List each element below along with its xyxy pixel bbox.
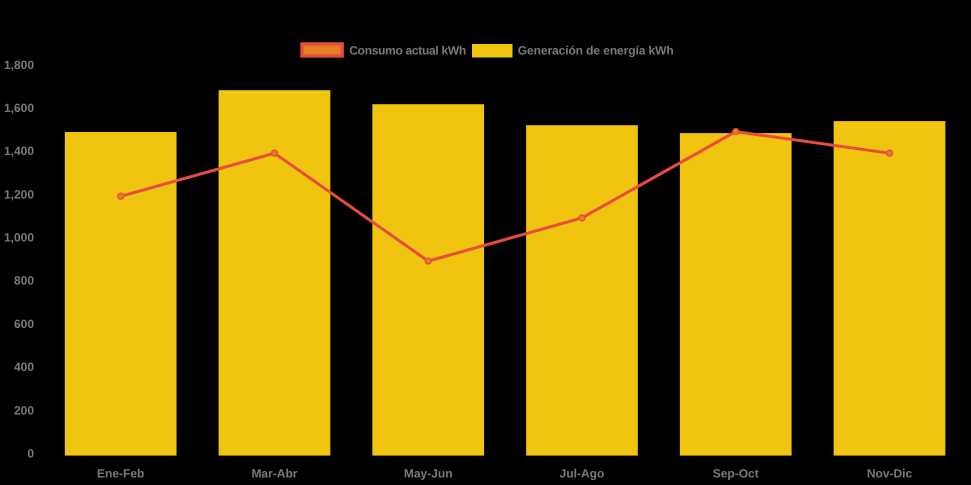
svg-text:Jul-Ago: Jul-Ago (560, 467, 605, 481)
svg-text:600: 600 (14, 317, 34, 331)
svg-text:1,400: 1,400 (4, 144, 34, 158)
svg-text:200: 200 (14, 403, 34, 417)
svg-text:1,200: 1,200 (4, 187, 34, 201)
svg-text:May-Jun: May-Jun (404, 467, 453, 481)
svg-text:400: 400 (14, 360, 34, 374)
svg-text:1,800: 1,800 (4, 58, 34, 72)
svg-text:Mar-Abr: Mar-Abr (251, 467, 297, 481)
svg-text:1,000: 1,000 (4, 231, 34, 245)
svg-text:0: 0 (27, 447, 34, 461)
svg-text:1,600: 1,600 (4, 101, 34, 115)
svg-text:Consumo actual kWh: Consumo actual kWh (349, 44, 466, 58)
svg-text:Generación de energía kWh: Generación de energía kWh (518, 44, 674, 58)
svg-text:Sep-Oct: Sep-Oct (713, 467, 759, 481)
svg-text:Nov-Dic: Nov-Dic (867, 467, 913, 481)
svg-text:800: 800 (14, 274, 34, 288)
svg-text:Ene-Feb: Ene-Feb (97, 467, 144, 481)
